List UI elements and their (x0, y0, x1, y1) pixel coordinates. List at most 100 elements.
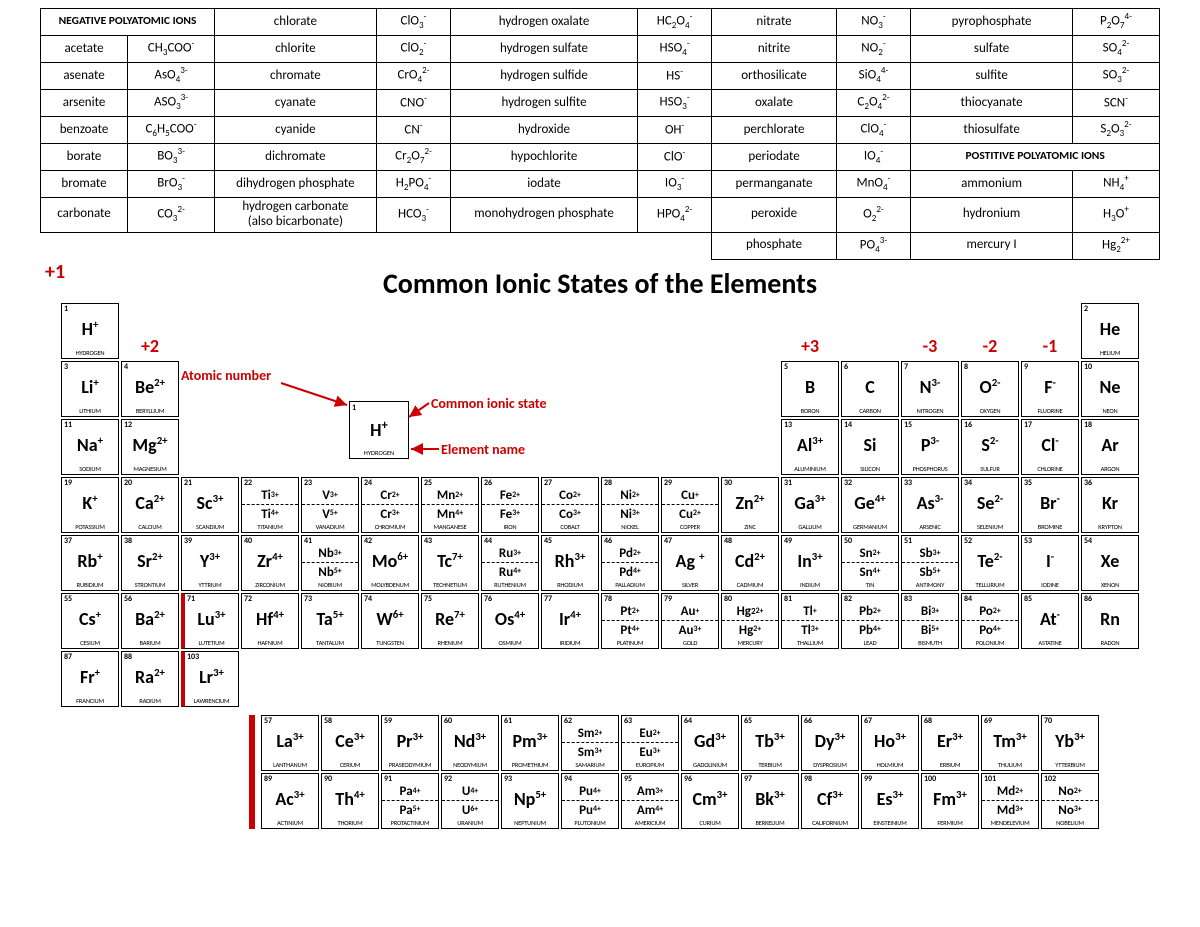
atomic-number: 10 (1084, 363, 1092, 371)
element-74: 74W6+TUNGSTEN (361, 593, 419, 649)
atomic-number: 5 (784, 363, 788, 371)
atomic-number: 42 (364, 537, 372, 545)
atomic-number: 72 (244, 595, 252, 603)
element-12: 12Mg2+MAGNESIUM (121, 419, 179, 475)
ion-formula-c6-7: H3O+ (1072, 198, 1159, 233)
element-name: CADMIUM (722, 582, 778, 589)
element-name: CESIUM (62, 640, 118, 647)
element-78: 78Pt2+Pt4+PLATINUM (601, 593, 659, 649)
element-symbol: Es3+ (862, 790, 918, 808)
element-symbol: Li+ (62, 378, 118, 396)
f-block-red-bar (249, 715, 255, 829)
element-name: NICKEL (602, 524, 658, 531)
element-48: 48Cd2+CADMIUM (721, 535, 779, 591)
element-82: 82Pb2+Pb4+LEAD (841, 593, 899, 649)
ion-state: Md3+ (982, 800, 1038, 819)
ion-state: Sm3+ (562, 742, 618, 761)
ion-list: Hg22+Hg2+ (722, 603, 778, 639)
element-58: 58Ce3+CERIUM (321, 715, 379, 771)
element-symbol: O2- (962, 378, 1018, 396)
ion-formula-c6-6: NH4+ (1072, 171, 1159, 198)
element-name: LAWRENCIUM (185, 698, 238, 705)
ion-name-c4-6: permanganate (712, 171, 836, 198)
element-symbol: Fm3+ (922, 790, 978, 808)
ion-state: Hg2+ (722, 620, 778, 639)
element-38: 38Sr2+STRONTIUM (121, 535, 179, 591)
element-name: RHODIUM (542, 582, 598, 589)
ion-formula-c2-2: CrO42- (376, 63, 451, 90)
element-13: 13Al3+ALUMINIUM (781, 419, 839, 475)
atomic-number: 71 (187, 595, 195, 603)
element-41: 41Nb3+Nb5+NIOBIUM (301, 535, 359, 591)
ion-name-c2-5: dichromate (215, 144, 377, 171)
element-symbol: Gd3+ (682, 732, 738, 750)
ion-formula-c4-3: C2O42- (836, 90, 911, 117)
ion-name-c4-0: nitrate (712, 9, 836, 36)
ion-name-c6-8: mercury I (911, 232, 1073, 259)
ion-formula-c3-3: HSO3- (637, 90, 712, 117)
group-label-16: -2 (961, 303, 1019, 359)
element-symbol: Ra2+ (122, 668, 178, 686)
atomic-number: 98 (804, 775, 812, 783)
element-35: 35Br-BROMINE (1021, 477, 1079, 533)
element-symbol: Ac3+ (262, 790, 318, 808)
element-28: 28Ni2+Ni3+NICKEL (601, 477, 659, 533)
atomic-number: 86 (1084, 595, 1092, 603)
element-9: 9F-FLUORINE (1021, 361, 1079, 417)
group-label-1: +1 (45, 260, 65, 286)
element-symbol: Nd3+ (442, 732, 498, 750)
element-name: INDIUM (782, 582, 838, 589)
ion-name-c1-1: acetate (41, 36, 128, 63)
atomic-number: 69 (984, 717, 992, 725)
ion-name-c3-4: hydroxide (451, 117, 638, 144)
atomic-number: 77 (544, 595, 552, 603)
element-45: 45Rh3+RHODIUM (541, 535, 599, 591)
element-50: 50Sn2+Sn4+TIN (841, 535, 899, 591)
atomic-number: 64 (684, 717, 692, 725)
atomic-number: 87 (64, 653, 72, 661)
atomic-number: 8 (964, 363, 968, 371)
element-symbol: In3+ (782, 552, 838, 570)
element-symbol: Np5+ (502, 790, 558, 808)
ion-formula-c2-3: CNO- (376, 90, 451, 117)
ion-name-c3-3: hydrogen sulfite (451, 90, 638, 117)
ion-state: Ni2+ (602, 487, 658, 505)
element-54: 54XeXENON (1081, 535, 1139, 591)
ion-state: U4+ (442, 783, 498, 801)
atomic-number: 4 (124, 363, 128, 371)
element-name: HAFNIUM (242, 640, 298, 647)
ion-name-c5-4: thiosulfate (911, 117, 1073, 144)
atomic-number: 51 (904, 537, 912, 545)
element-name: ARGON (1082, 466, 1138, 473)
ion-list: No2+No3+ (1042, 783, 1098, 819)
element-name: CURIUM (682, 820, 738, 827)
element-name: COPPER (662, 524, 718, 531)
element-symbol: K+ (62, 494, 118, 512)
ion-name-c4-7: peroxide (712, 198, 836, 233)
ion-state: Eu3+ (622, 742, 678, 761)
element-name: STRONTIUM (122, 582, 178, 589)
element-name: VANADIUM (302, 524, 358, 531)
element-symbol: Cf3+ (802, 790, 858, 808)
ion-state: Bi5+ (902, 620, 958, 639)
element-name: EINSTEINIUM (862, 820, 918, 827)
ion-formula-c1-2: AsO43- (128, 63, 215, 90)
ion-name-c3-0: hydrogen oxalate (451, 9, 638, 36)
atomic-number: 63 (624, 717, 632, 725)
element-name: AMERICIUM (622, 820, 678, 827)
ion-state: Po2+ (962, 603, 1018, 621)
atomic-number: 24 (364, 479, 372, 487)
atomic-number: 65 (744, 717, 752, 725)
element-symbol: Cl- (1022, 436, 1078, 454)
atomic-number: 88 (124, 653, 132, 661)
atomic-number: 21 (184, 479, 192, 487)
atomic-number: 91 (384, 775, 392, 783)
element-symbol: Fr+ (62, 668, 118, 686)
atomic-number: 74 (364, 595, 372, 603)
ion-state: Pa4+ (382, 783, 438, 801)
atomic-number: 52 (964, 537, 972, 545)
ion-name-c1-2: asenate (41, 63, 128, 90)
ion-formula-c4-5: IO4- (836, 144, 911, 171)
element-name: IODINE (1022, 582, 1078, 589)
ion-state: Pu4+ (562, 783, 618, 801)
